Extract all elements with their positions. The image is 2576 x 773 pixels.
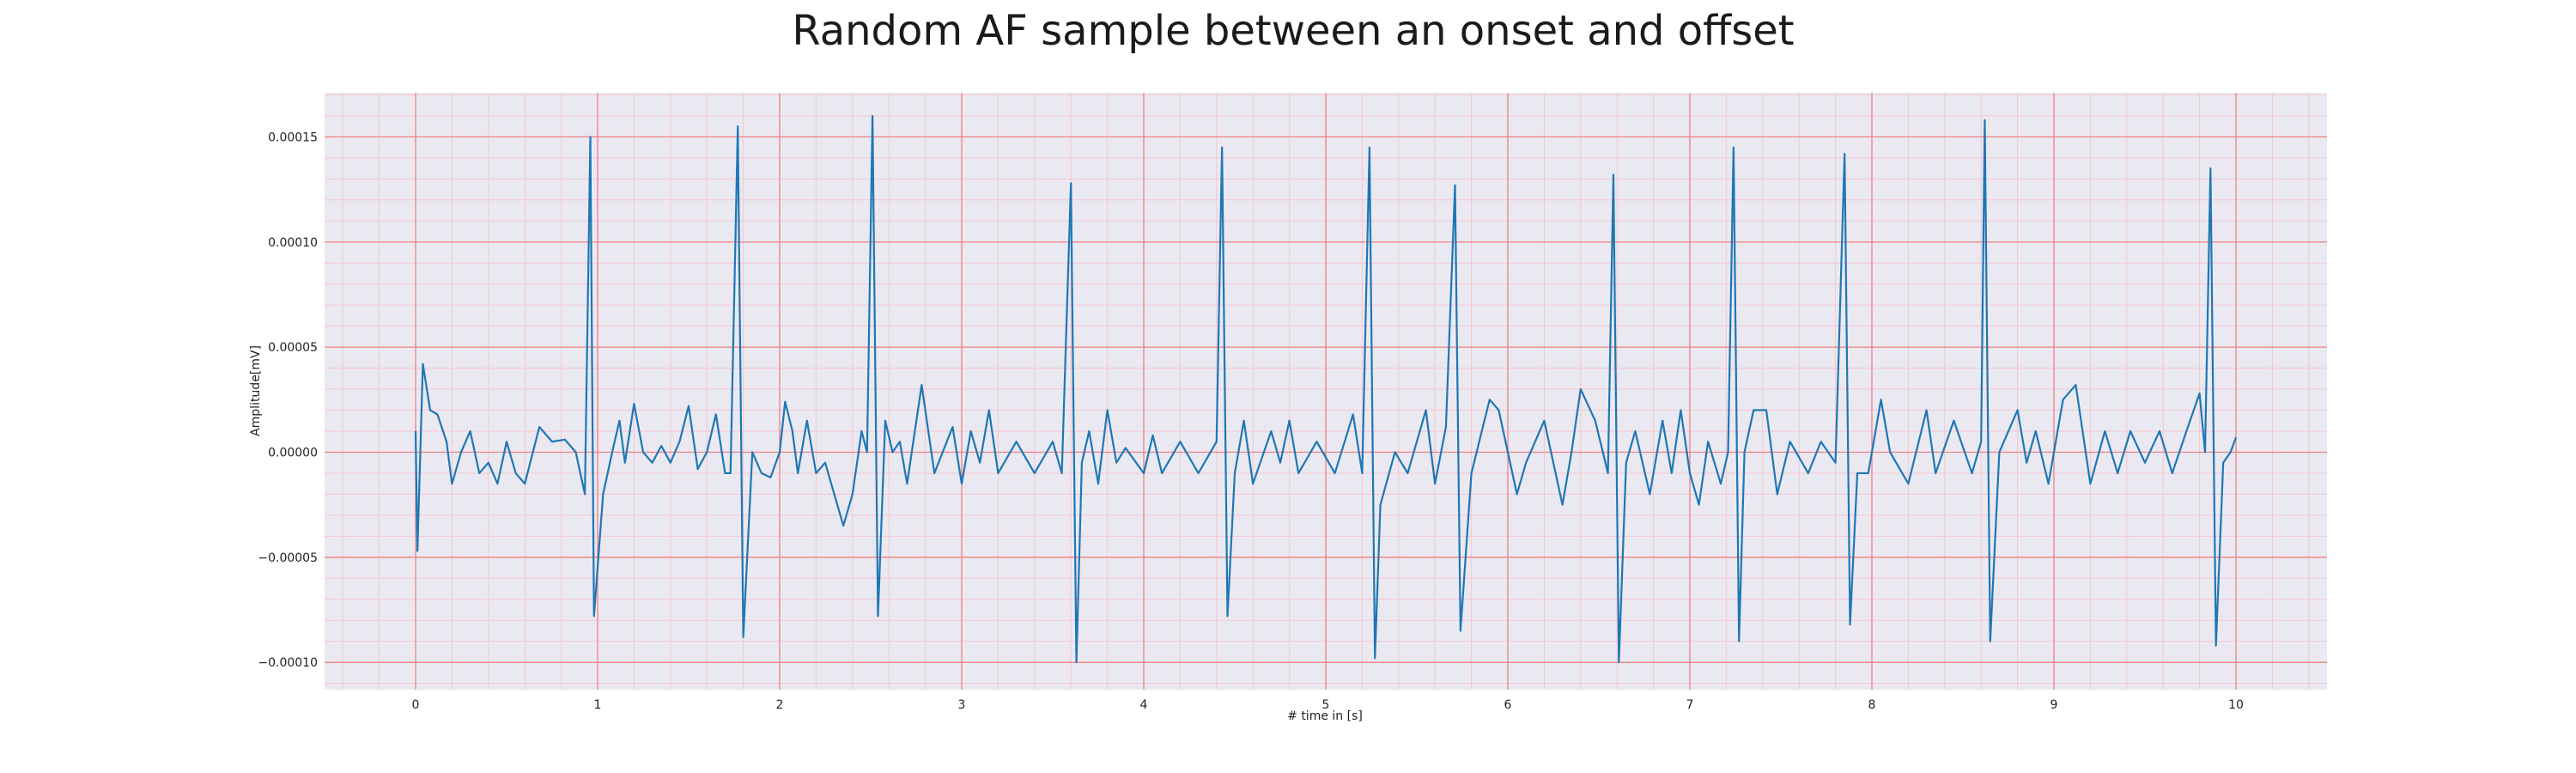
x-axis-label: # time in [s] bbox=[1287, 709, 1363, 723]
x-tick-label: 1 bbox=[594, 698, 602, 712]
series-line-amplitude bbox=[414, 114, 2238, 664]
y-tick-label: −0.00010 bbox=[258, 656, 318, 670]
y-tick-label: 0.00010 bbox=[268, 236, 318, 250]
y-axis-label: Amplitude[mV] bbox=[249, 345, 263, 436]
y-tick-label: 0.00005 bbox=[268, 341, 318, 355]
x-tick-label: 8 bbox=[1868, 698, 1876, 712]
x-tick-label: 3 bbox=[958, 698, 966, 712]
y-tick-label: −0.00005 bbox=[258, 551, 318, 565]
y-axis-ticks: −0.00010 −0.00005 0.00000 0.00005 0.00010 0.0… bbox=[258, 131, 318, 670]
x-tick-label: 0 bbox=[412, 698, 420, 712]
x-tick-label: 2 bbox=[776, 698, 784, 712]
x-tick-label: 10 bbox=[2228, 698, 2244, 712]
x-tick-label: 4 bbox=[1140, 698, 1148, 712]
x-tick-label: 9 bbox=[2050, 698, 2058, 712]
x-axis-ticks: 0 1 2 3 4 5 6 7 8 9 10 bbox=[412, 698, 2244, 712]
chart-title: Random AF sample between an onset and of… bbox=[792, 7, 1794, 55]
y-tick-label: 0.00000 bbox=[268, 446, 318, 460]
y-tick-label: 0.00015 bbox=[268, 131, 318, 144]
x-tick-label: 6 bbox=[1504, 698, 1512, 712]
x-tick-label: 7 bbox=[1686, 698, 1694, 712]
x-tick-label: 5 bbox=[1322, 698, 1330, 712]
